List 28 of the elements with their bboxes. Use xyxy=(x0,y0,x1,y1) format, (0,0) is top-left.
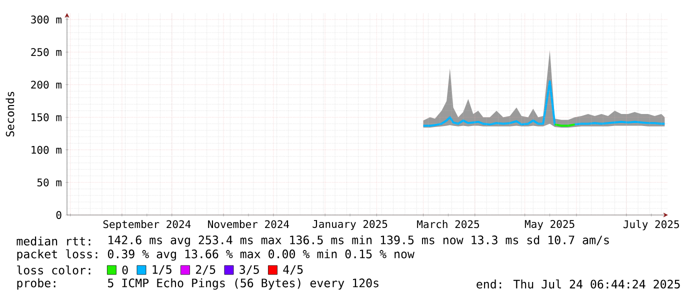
legend-label: 3/5 xyxy=(240,265,259,275)
legend-title: loss color: xyxy=(17,265,90,275)
text: 0.39 % avg 13.66 % max 0.00 % min 0.15 % now xyxy=(108,249,414,261)
text: median rtt: xyxy=(16,236,90,246)
y-tick-label: 50 m xyxy=(37,178,62,186)
x-tick-label: January 2025 xyxy=(312,220,388,230)
legend-label: 1/5 xyxy=(152,265,172,275)
y-axis-title: Seconds xyxy=(6,92,14,136)
line-series xyxy=(422,80,666,127)
x-tick-label: May 2025 xyxy=(524,220,574,230)
y-tick-label: 250 m xyxy=(31,48,62,56)
text: 142.6 ms avg 253.4 ms max 136.5 ms min 139.5 ms now 13.3 ms sd 10.7 am/s xyxy=(108,235,609,247)
y-tick-label: 150 m xyxy=(32,113,62,122)
y-tick-label: 300 m xyxy=(31,16,62,24)
legend-label: 2/5 xyxy=(196,265,216,275)
legend-label: 0 xyxy=(122,266,128,274)
x-tick-label: July 2025 xyxy=(623,220,679,230)
text: packet loss: xyxy=(17,249,98,261)
y-tick-label: 0 xyxy=(56,211,62,219)
text: end: Thu Jul 24 06:44:24 2025 xyxy=(476,279,680,289)
x-tick-label: March 2025 xyxy=(417,220,480,228)
y-tick-label: 200 m xyxy=(31,80,62,89)
text: probe: xyxy=(17,278,56,290)
legend-label: 4/5 xyxy=(283,265,303,275)
x-tick-label: November 2024 xyxy=(208,220,290,228)
y-tick-label: 100 m xyxy=(32,146,62,154)
text: 5 ICMP Echo Pings (56 Bytes) every 120s xyxy=(108,278,378,290)
x-tick-label: September 2024 xyxy=(103,220,191,230)
